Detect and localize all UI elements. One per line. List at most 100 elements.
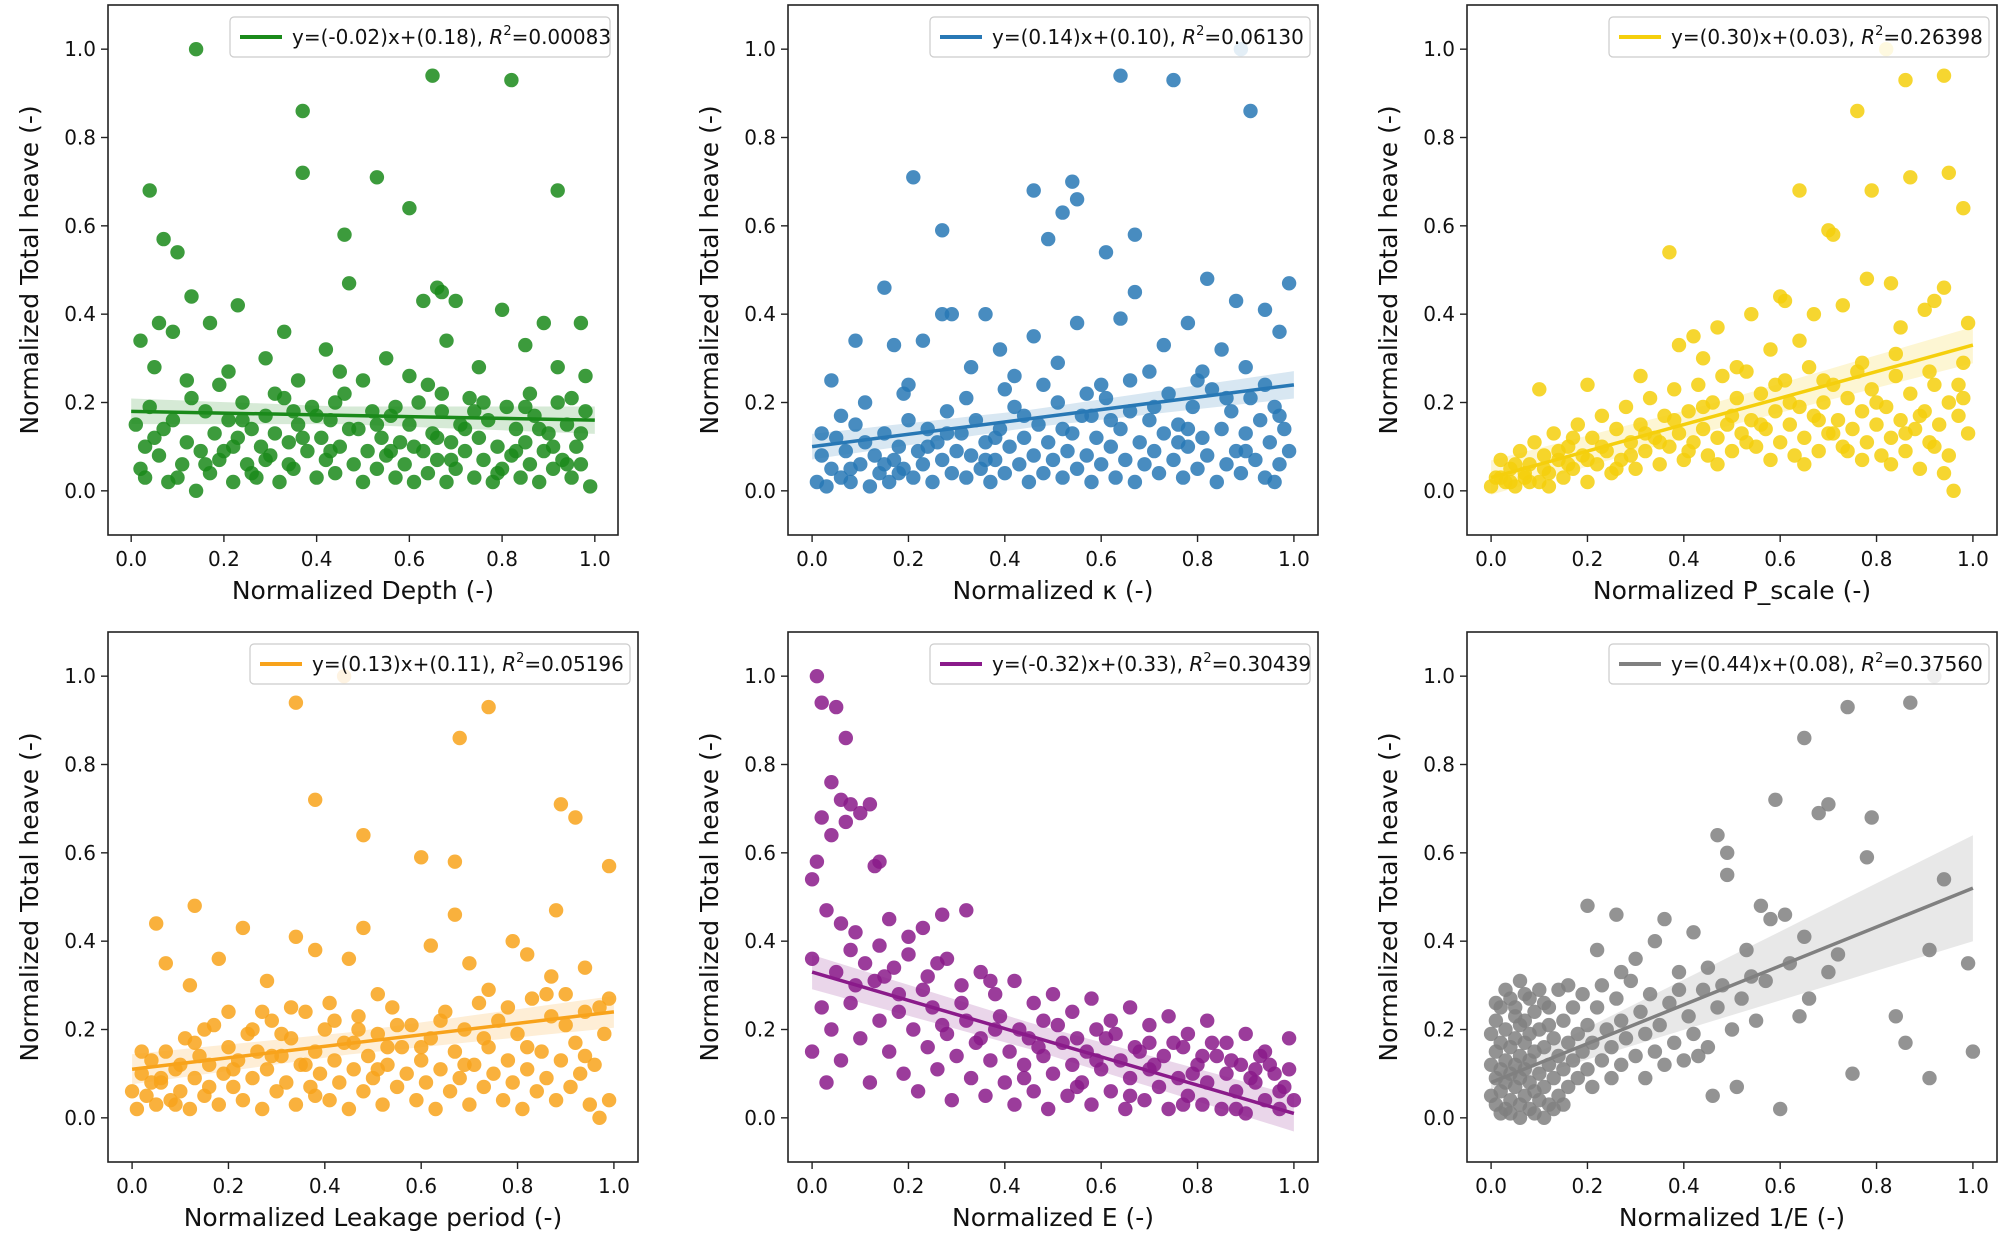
data-point <box>235 920 251 936</box>
data-point <box>1681 1009 1696 1024</box>
regression-line <box>811 383 1295 449</box>
legend-r2-exponent: 2 <box>516 651 524 666</box>
data-point <box>1069 1031 1085 1046</box>
data-point <box>1758 973 1773 989</box>
data-point <box>1715 368 1730 384</box>
data-point <box>1686 925 1701 940</box>
data-point <box>255 1004 270 1019</box>
data-point <box>295 165 310 180</box>
data-point <box>173 1084 188 1099</box>
data-point <box>134 1044 149 1059</box>
data-point <box>1185 1066 1200 1081</box>
data-point <box>1763 911 1778 927</box>
data-point <box>226 439 241 454</box>
data-point <box>1720 845 1735 860</box>
data-point <box>406 439 422 454</box>
data-point <box>312 1066 328 1081</box>
data-point <box>1012 457 1027 472</box>
legend-r2-value: =0.30439 <box>1212 652 1311 676</box>
data-point <box>322 1093 337 1108</box>
data-point <box>1691 377 1706 392</box>
data-point <box>471 995 487 1011</box>
data-point <box>532 474 547 490</box>
data-point <box>1094 457 1109 472</box>
y-tick-label: 0.8 <box>1423 126 1455 150</box>
legend-equation: y=(-0.32)x+(0.33), <box>992 652 1189 676</box>
data-point <box>309 470 324 485</box>
y-tick-label: 0.0 <box>744 479 776 503</box>
data-point <box>843 474 858 490</box>
data-point <box>930 956 945 971</box>
data-point <box>308 1088 323 1104</box>
data-point <box>1041 1101 1056 1117</box>
data-point <box>267 426 283 441</box>
data-point <box>1551 982 1566 997</box>
data-point <box>1089 430 1104 445</box>
data-point <box>414 1053 429 1068</box>
x-tick-label: 0.6 <box>1764 547 1796 571</box>
legend-r2-value: =0.05196 <box>524 652 623 676</box>
legend-equation: y=(-0.02)x+(0.18), <box>292 25 489 49</box>
data-point <box>175 457 190 472</box>
data-point <box>925 474 940 490</box>
data-point <box>1710 457 1725 472</box>
data-point <box>1681 443 1696 459</box>
data-point <box>838 814 853 830</box>
data-point <box>1512 973 1528 989</box>
data-point <box>569 439 584 454</box>
data-point <box>439 474 454 490</box>
x-tick-label: 0.6 <box>1085 547 1117 571</box>
data-point <box>443 452 459 468</box>
data-point <box>891 439 906 454</box>
data-point <box>1195 430 1210 445</box>
data-point <box>1960 426 1976 441</box>
data-point <box>457 421 473 437</box>
data-point <box>1089 1022 1104 1037</box>
data-point <box>857 395 873 410</box>
data-point <box>1561 1079 1576 1095</box>
x-tick-label: 0.8 <box>1182 1174 1214 1198</box>
data-point <box>1927 377 1942 392</box>
data-point <box>1248 1062 1263 1077</box>
data-point <box>317 1022 332 1037</box>
data-point <box>1898 72 1913 88</box>
y-tick-label: 0.4 <box>744 302 776 326</box>
data-point <box>1238 1026 1253 1042</box>
data-point <box>1180 421 1196 437</box>
data-point <box>1667 413 1682 428</box>
data-point <box>1638 1070 1653 1086</box>
data-point <box>1527 1004 1542 1019</box>
data-point <box>1946 483 1961 498</box>
data-point <box>814 695 829 710</box>
data-point <box>1041 435 1056 450</box>
data-point <box>281 435 296 450</box>
data-point <box>1580 452 1595 468</box>
data-point <box>1253 1048 1268 1064</box>
data-point <box>896 1066 911 1081</box>
data-point <box>158 1044 173 1059</box>
data-point <box>853 805 868 821</box>
data-point <box>1036 1013 1051 1028</box>
data-point <box>1161 1009 1176 1024</box>
data-point <box>1956 390 1971 406</box>
data-point <box>1286 1093 1302 1108</box>
data-point <box>510 1026 525 1042</box>
data-point <box>1026 329 1041 344</box>
data-point <box>202 315 218 331</box>
x-tick-label: 0.4 <box>309 1174 341 1198</box>
x-tick-label: 0.6 <box>405 1174 437 1198</box>
data-point <box>819 903 834 918</box>
y-tick-label: 0.6 <box>1423 841 1455 865</box>
y-tick-label: 0.0 <box>64 1106 96 1130</box>
data-point <box>1893 320 1908 335</box>
data-point <box>973 964 988 980</box>
data-point <box>886 960 902 975</box>
legend-r2-exponent: 2 <box>1875 651 1883 666</box>
data-point <box>1248 452 1263 468</box>
data-point <box>848 333 863 348</box>
data-point <box>1932 417 1947 432</box>
data-point <box>568 810 583 825</box>
data-point <box>1532 382 1547 397</box>
data-point <box>1580 377 1595 392</box>
x-tick-label: 0.8 <box>486 547 518 571</box>
